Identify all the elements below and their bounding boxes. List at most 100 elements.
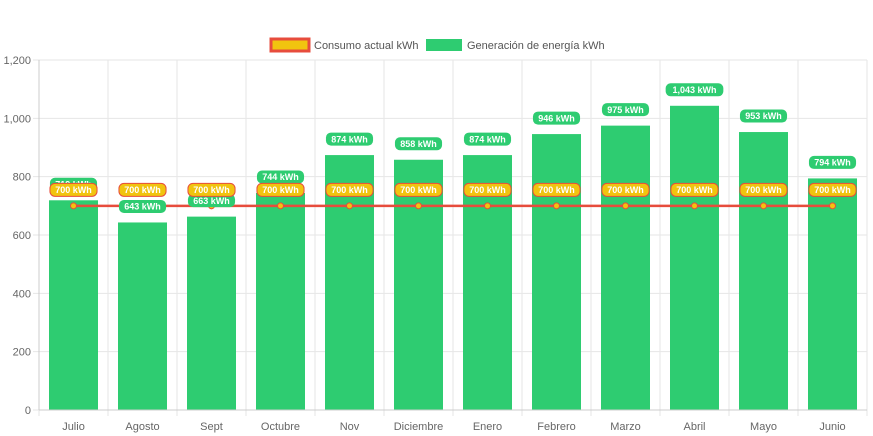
bar-data-label-bg (665, 83, 724, 97)
line-data-label: 700 kWh (187, 182, 236, 197)
line-data-label-bg (394, 182, 443, 197)
x-tick-label: Julio (62, 421, 85, 433)
line-data-label: 700 kWh (256, 182, 305, 197)
line-point[interactable] (346, 202, 353, 210)
bar-data-label: 744 kWh (256, 170, 305, 184)
bars (49, 105, 857, 411)
legend-label-consumo: Consumo actual kWh (314, 40, 419, 52)
bar-data-label-text: 643 kWh (124, 202, 161, 212)
x-tick-label: Febrero (537, 421, 576, 433)
bar-data-label-bg (739, 109, 788, 123)
axes: 0 200 400 600 800 1,000 1,200 Julio Agosto Sept Oc… (3, 55, 867, 433)
legend-swatch-consumo (269, 37, 311, 53)
legend-item-generacion[interactable]: Generación de energía kWh (426, 39, 605, 52)
bar-data-label-text: 858 kWh (400, 139, 437, 149)
x-tick-label: Agosto (125, 421, 159, 433)
bar-data-label-text: 744 kWh (262, 172, 299, 182)
bar-data-label-text: 953 kWh (745, 111, 782, 121)
line-data-label: 700 kWh (463, 182, 512, 197)
line-data-label-bg (808, 182, 857, 197)
bar[interactable] (256, 193, 305, 410)
line-data-label-text: 700 kWh (124, 185, 161, 195)
bar-data-label: 1,043 kWh (665, 83, 724, 97)
line-data-label: 700 kWh (118, 182, 167, 197)
line-data-label-text: 700 kWh (55, 185, 92, 195)
line-data-label: 700 kWh (394, 182, 443, 197)
line-data-label-bg (739, 182, 788, 197)
y-tick-label: 1,200 (3, 55, 31, 67)
bar[interactable] (739, 132, 788, 410)
bar-data-label-bg (463, 132, 512, 146)
line-data-label: 700 kWh (670, 182, 719, 197)
line-point[interactable] (760, 202, 767, 210)
line-data-label-text: 700 kWh (193, 185, 230, 195)
bar[interactable] (532, 134, 581, 411)
line-point[interactable] (70, 202, 77, 210)
bar-data-label-text: 975 kWh (607, 105, 644, 115)
x-tick-label: Diciembre (394, 421, 444, 433)
bar[interactable] (49, 200, 98, 410)
bar-data-label: 874 kWh (325, 132, 374, 146)
bar-data-label-text: 874 kWh (469, 134, 506, 144)
line-data-label-text: 700 kWh (331, 185, 368, 195)
bar[interactable] (463, 155, 512, 410)
bar[interactable] (394, 159, 443, 410)
line-data-label-bg (325, 182, 374, 197)
bar[interactable] (670, 105, 719, 411)
line-data-label-text: 700 kWh (745, 185, 782, 195)
legend[interactable]: Consumo actual kWh Generación de energía… (269, 37, 605, 53)
line-point[interactable] (622, 202, 629, 210)
legend-label-generacion: Generación de energía kWh (467, 40, 605, 52)
line-data-label: 700 kWh (325, 182, 374, 197)
line-data-label: 700 kWh (49, 182, 98, 197)
line-point[interactable] (484, 202, 491, 210)
bar[interactable] (601, 125, 650, 410)
line-point[interactable] (553, 202, 560, 210)
bar[interactable] (187, 216, 236, 410)
legend-item-consumo[interactable]: Consumo actual kWh (269, 37, 419, 53)
line-data-label-text: 700 kWh (469, 185, 506, 195)
line-data-label-text: 700 kWh (262, 185, 299, 195)
bar-data-label: 794 kWh (808, 155, 857, 169)
line-data-label: 700 kWh (601, 182, 650, 197)
line-data-label: 700 kWh (739, 182, 788, 197)
bar-data-label: 975 kWh (601, 103, 650, 117)
bar[interactable] (808, 178, 857, 410)
line-data-label-bg (670, 182, 719, 197)
line-point[interactable] (691, 202, 698, 210)
line-data-label-bg (187, 182, 236, 197)
line-data-label-text: 700 kWh (400, 185, 437, 195)
bar-data-label-text: 1,043 kWh (672, 85, 716, 95)
y-tick-label: 600 (13, 230, 31, 242)
x-tick-label: Abril (683, 421, 705, 433)
x-tick-label: Enero (473, 421, 502, 433)
bar[interactable] (118, 222, 167, 410)
x-tick-label: Nov (340, 421, 360, 433)
line-data-label-text: 700 kWh (814, 185, 851, 195)
bar-data-label: 643 kWh (118, 199, 167, 213)
x-tick-label: Mayo (750, 421, 777, 433)
x-tick-label: Octubre (261, 421, 300, 433)
y-tick-label: 0 (25, 405, 31, 417)
bar-data-label-bg (532, 111, 581, 125)
y-tick-label: 800 (13, 172, 31, 184)
line-point[interactable] (829, 202, 836, 210)
line-data-label: 700 kWh (532, 182, 581, 197)
bar-data-label-bg (256, 170, 305, 184)
bar-data-label: 874 kWh (463, 132, 512, 146)
bar-data-label: 663 kWh (187, 194, 236, 208)
bar-data-label-text: 874 kWh (331, 134, 368, 144)
bar-data-label-bg (808, 155, 857, 169)
line-data-label-bg (256, 182, 305, 197)
x-tick-label: Sept (200, 421, 223, 433)
bar-data-label-bg (118, 199, 167, 213)
bar[interactable] (325, 155, 374, 410)
line-data-label-text: 700 kWh (538, 185, 575, 195)
bar-data-label-bg (601, 103, 650, 117)
line-point[interactable] (277, 202, 284, 210)
bar-data-label: 946 kWh (532, 111, 581, 125)
bar-data-label-bg (325, 132, 374, 146)
line-point[interactable] (415, 202, 422, 210)
